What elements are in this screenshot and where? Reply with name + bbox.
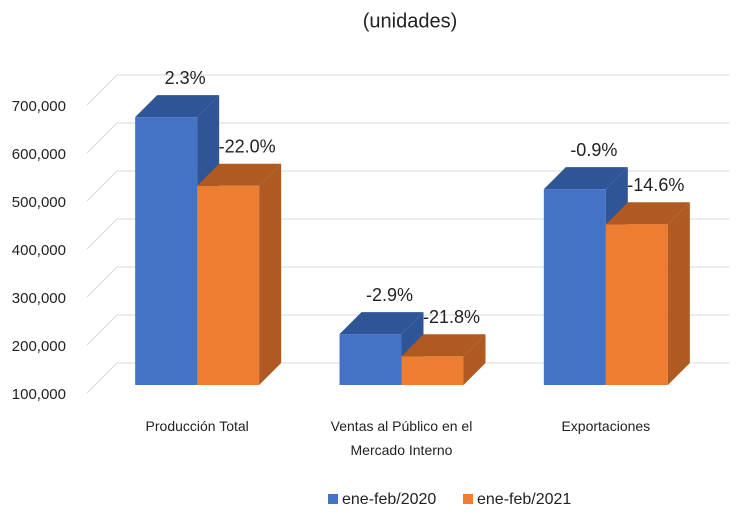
change-label: 2.3% [165, 68, 206, 88]
grid-line-side [86, 170, 118, 202]
legend-swatch [328, 494, 338, 504]
bar-top [197, 163, 282, 186]
bar-front [135, 117, 198, 385]
y-tick-label: 300,000 [12, 290, 66, 307]
y-tick-label: 600,000 [12, 146, 66, 163]
bar-side [259, 163, 282, 385]
bar-front [197, 185, 260, 385]
bar-side [463, 334, 486, 385]
bar-side [667, 202, 690, 385]
y-tick-label: 200,000 [12, 338, 66, 355]
chart-title: (unidades) [363, 10, 458, 32]
bar-top [605, 202, 690, 225]
grid-line-side [86, 122, 118, 154]
bar-front [401, 356, 464, 385]
bar-top [339, 312, 424, 335]
y-tick-label: 400,000 [12, 242, 66, 259]
change-label: -0.9% [570, 140, 617, 160]
y-tick-label: 700,000 [12, 98, 66, 115]
bar-top [401, 334, 486, 357]
x-tick-label: Ventas al Público en el Mercado Interno [330, 418, 473, 458]
change-label: -21.8% [423, 307, 480, 327]
legend-label: ene-feb/2021 [477, 491, 571, 508]
change-label: -22.0% [219, 137, 276, 157]
y-tick-label: 100,000 [12, 386, 66, 403]
bar-top [543, 167, 628, 190]
x-tick-label: Exportaciones [561, 418, 651, 434]
change-label: -2.9% [366, 285, 413, 305]
bar-front [339, 334, 402, 385]
grid-line-side [86, 266, 118, 298]
legend-swatch [463, 494, 473, 504]
y-tick-label: 500,000 [12, 194, 66, 211]
grid-line-side [86, 362, 118, 394]
bar-front [605, 224, 668, 385]
bar-top [135, 95, 220, 118]
grid-line-side [86, 218, 118, 250]
x-tick-label: Producción Total [145, 418, 249, 434]
grid-line-side [86, 74, 118, 106]
change-label: -14.6% [627, 175, 684, 195]
grid-line-side [86, 314, 118, 346]
legend-label: ene-feb/2020 [342, 491, 436, 508]
bar-front [543, 189, 606, 385]
